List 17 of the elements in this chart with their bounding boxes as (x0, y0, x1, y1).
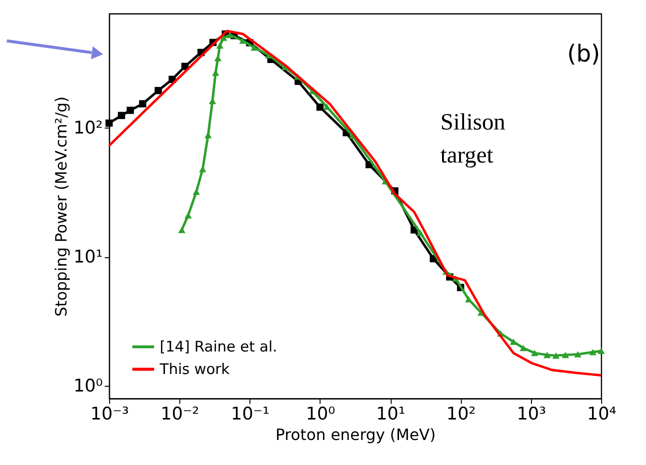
y-tick-label: 10⁰ (73, 376, 103, 396)
x-tick-label: 10⁴ (587, 404, 616, 424)
y-axis-title: Stopping Power (MeV.cm²/g) (52, 96, 71, 317)
x-tick-label: 10² (446, 404, 476, 424)
x-tick-label: 10⁻² (160, 404, 200, 424)
x-tick-label: 10⁰ (306, 404, 336, 424)
annotation: Silison target (440, 110, 506, 169)
annotation: (b) (567, 39, 600, 68)
x-tick-label: 10³ (516, 404, 546, 424)
x-axis-title: Proton energy (MeV) (276, 426, 436, 444)
x-tick-label: 10⁻¹ (230, 404, 270, 424)
x-tick-label: 10⁻³ (90, 404, 129, 424)
x-tick-label: 10¹ (376, 404, 406, 424)
legend-label: [14] Raine et al. (160, 338, 278, 356)
y-tick-label: 10¹ (73, 247, 103, 268)
y-tick-label: 10² (73, 118, 103, 138)
legend-label: This work (158, 361, 230, 378)
